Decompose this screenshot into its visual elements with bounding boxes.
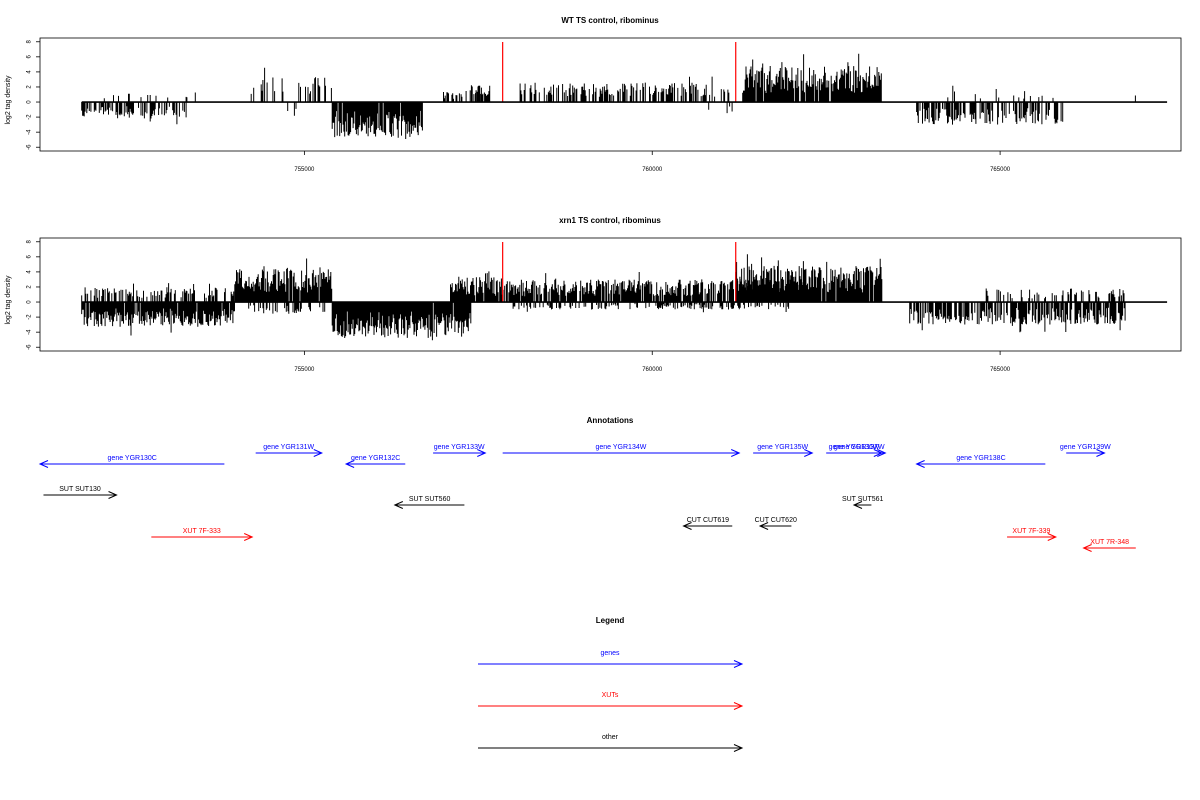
feature-label: XUT 7F-333 xyxy=(183,528,221,535)
legend-title: Legend xyxy=(596,616,625,625)
feature-arrows: gene YGR130C gene YGR131W gene YGR132C gene… xyxy=(38,444,1136,552)
feature-other: CUT CUT619 xyxy=(682,517,733,530)
feature-gene: gene YGR133W xyxy=(433,444,487,457)
marker-lines xyxy=(502,42,737,103)
legend-item-xut: XUTs xyxy=(478,692,744,710)
feature-label: gene YGR131W xyxy=(263,444,314,451)
wt-density-panel: WT TS control, ribominus log2 tag densit… xyxy=(5,16,1182,173)
feature-xut: XUT 7F-333 xyxy=(151,528,254,541)
x-tick-label: 765000 xyxy=(990,167,1011,173)
legend-item-gene: genes xyxy=(478,650,744,668)
x-tick-label: 755000 xyxy=(294,367,315,373)
legend-label: genes xyxy=(600,650,620,657)
feature-gene: gene YGR138C xyxy=(915,455,1046,468)
plot-frame xyxy=(39,37,1182,152)
plot-frame xyxy=(39,237,1182,352)
y-tick-label: -6 xyxy=(27,344,33,350)
x-axis: 755000 760000 765000 xyxy=(294,151,1011,173)
marker-lines xyxy=(502,242,737,303)
feature-label: gene YGR137W xyxy=(834,444,885,451)
annotations-title: Annotations xyxy=(587,416,634,425)
feature-label: gene YGR130C xyxy=(108,455,157,462)
density-bar-series xyxy=(81,254,1126,341)
feature-gene: gene YGR137W xyxy=(833,444,887,457)
feature-xut: XUT 7R-348 xyxy=(1082,539,1136,552)
feature-label: XUT 7R-348 xyxy=(1090,539,1129,546)
y-tick-label: 6 xyxy=(27,255,33,259)
x-tick-label: 765000 xyxy=(990,367,1011,373)
y-tick-label: -2 xyxy=(27,114,33,120)
feature-label: gene YGR132C xyxy=(351,455,400,462)
y-axis: -6 -4 -2 0 2 4 6 8 xyxy=(27,39,40,150)
x-tick-label: 760000 xyxy=(642,167,663,173)
density-bars xyxy=(81,254,1126,341)
y-tick-label: 8 xyxy=(27,239,33,243)
feature-gene: gene YGR131W xyxy=(255,444,324,457)
panel-title: xrn1 TS control, ribominus xyxy=(559,216,661,225)
panel-title: WT TS control, ribominus xyxy=(561,16,659,25)
feature-xut: XUT 7F-339 xyxy=(1007,528,1058,541)
x-tick-label: 755000 xyxy=(294,167,315,173)
xrn1-density-panel: xrn1 TS control, ribominus log2 tag dens… xyxy=(5,216,1182,373)
feature-label: gene YGR133W xyxy=(434,444,485,451)
x-tick-label: 760000 xyxy=(642,367,663,373)
y-tick-label: -6 xyxy=(27,144,33,150)
y-tick-label: 2 xyxy=(27,85,33,89)
feature-label: gene YGR139W xyxy=(1060,444,1111,451)
y-tick-label: 0 xyxy=(27,300,33,304)
y-tick-label: 2 xyxy=(27,285,33,289)
y-tick-label: -2 xyxy=(27,314,33,320)
y-tick-label: -4 xyxy=(27,129,33,135)
feature-label: SUT SUT560 xyxy=(409,496,451,503)
feature-label: SUT SUT561 xyxy=(842,496,884,503)
legend-items: genes XUTs other xyxy=(478,650,744,752)
y-tick-label: -4 xyxy=(27,329,33,335)
feature-label: SUT SUT130 xyxy=(59,486,101,493)
density-bar-series xyxy=(81,53,1136,139)
feature-other: CUT CUT620 xyxy=(755,517,797,530)
feature-other: SUT SUT560 xyxy=(393,496,465,509)
feature-label: CUT CUT620 xyxy=(755,517,797,524)
feature-other: SUT SUT130 xyxy=(43,486,118,499)
density-bars xyxy=(81,53,1136,139)
feature-label: CUT CUT619 xyxy=(687,517,729,524)
y-tick-label: 6 xyxy=(27,55,33,59)
legend: Legend genes XUTs other xyxy=(478,616,744,752)
y-axis: -6 -4 -2 0 2 4 6 8 xyxy=(27,239,40,350)
y-tick-label: 4 xyxy=(27,270,33,274)
feature-gene: gene YGR132C xyxy=(344,455,406,468)
x-axis: 755000 760000 765000 xyxy=(294,351,1011,373)
legend-item-other: other xyxy=(478,734,744,752)
feature-label: gene YGR136W xyxy=(829,444,880,451)
feature-other: SUT SUT561 xyxy=(842,496,884,509)
feature-gene: gene YGR130C xyxy=(38,455,225,468)
y-axis-label: log2 tag density xyxy=(5,75,12,125)
feature-gene: gene YGR134W xyxy=(502,444,741,457)
feature-label: gene YGR138C xyxy=(956,455,1005,462)
legend-label: XUTs xyxy=(602,692,619,699)
y-tick-label: 0 xyxy=(27,100,33,104)
feature-label: gene YGR135W xyxy=(757,444,808,451)
y-tick-label: 8 xyxy=(27,39,33,43)
feature-label: XUT 7F-339 xyxy=(1012,528,1050,535)
feature-gene: gene YGR139W xyxy=(1060,444,1111,457)
feature-gene: gene YGR135W xyxy=(753,444,814,457)
feature-label: gene YGR134W xyxy=(596,444,647,451)
y-axis-label: log2 tag density xyxy=(5,275,12,325)
legend-label: other xyxy=(602,734,619,741)
y-tick-label: 4 xyxy=(27,70,33,74)
